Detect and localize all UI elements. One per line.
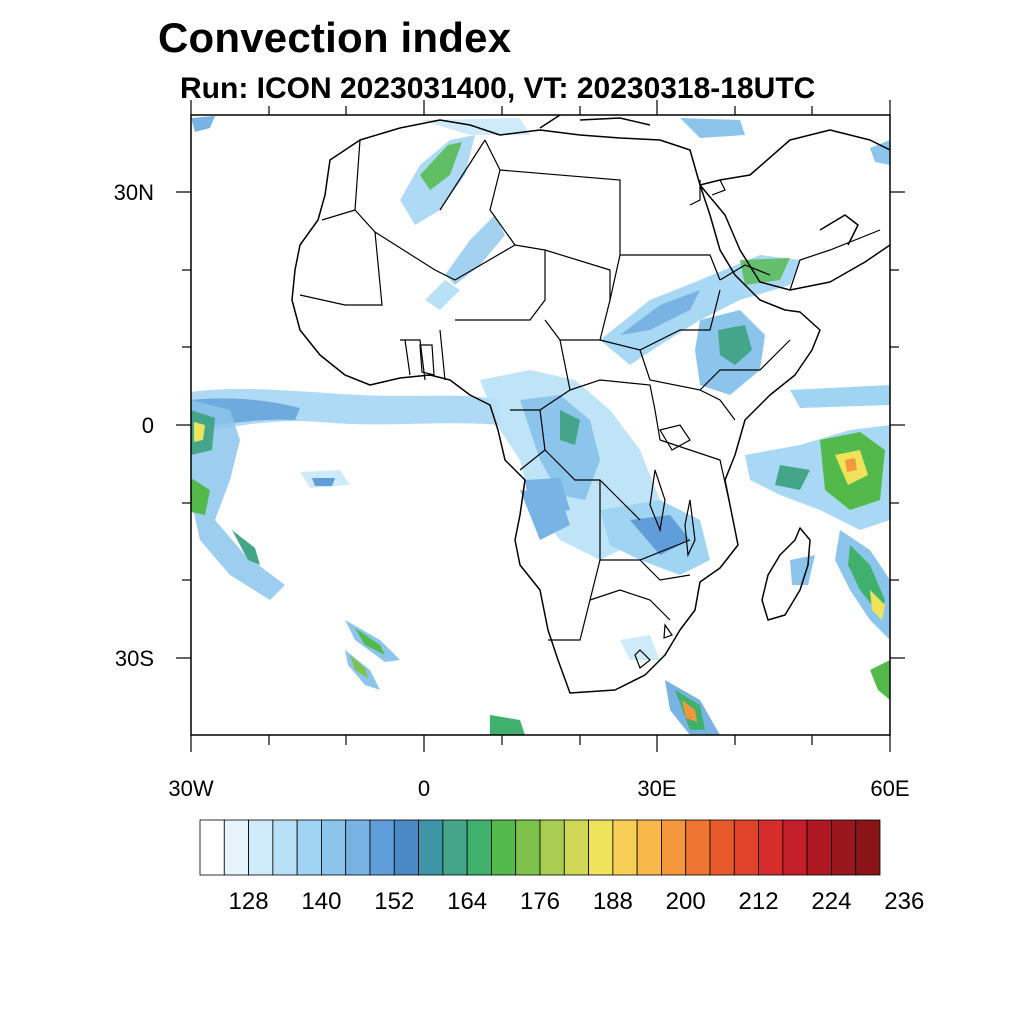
colorbar-swatch: [855, 819, 881, 876]
colorbar-tick-label: 152: [374, 888, 415, 915]
convection-area-west: [191, 400, 285, 600]
lon-label-0: 0: [417, 776, 431, 801]
colorbar-swatch: [685, 819, 711, 876]
colorbar-swatch: [563, 819, 589, 876]
colorbar-swatch: [709, 819, 735, 876]
colorbar-swatch: [661, 819, 687, 876]
colorbar-swatch: [442, 819, 468, 876]
lat-label-0: 0: [141, 413, 154, 438]
colorbar-swatch: [515, 819, 541, 876]
colorbar-swatch: [369, 819, 395, 876]
colorbar-swatch: [806, 819, 832, 876]
colorbar-tick-label: 188: [592, 888, 633, 915]
lon-label-30w: 30W: [168, 776, 214, 801]
colorbar-tick-label: 176: [519, 888, 561, 915]
chart-subtitle: Run: ICON 2023031400, VT: 20230318-18UTC: [180, 72, 816, 105]
colorbar-swatch: [612, 819, 638, 876]
colorbar-swatch: [539, 819, 565, 876]
lat-label-30n: 30N: [113, 180, 154, 205]
lakes: [419, 344, 696, 558]
colorbar-swatch: [418, 819, 444, 876]
colorbar-swatch: [248, 819, 274, 876]
colorbar-tick-label: 140: [301, 888, 342, 915]
colorbar-tick-label: 224: [811, 888, 852, 915]
convection-area-itcz: [191, 388, 500, 432]
axis-ticks: [176, 100, 905, 752]
colorbar-tick-label: 236: [884, 888, 925, 915]
africa-coastline: [291, 119, 821, 694]
colorbar-swatch: [296, 819, 322, 876]
colorbar-swatch: [393, 819, 419, 876]
country-borders: [299, 139, 881, 669]
colorbar-swatch: [588, 819, 614, 876]
lon-label-30e: 30E: [637, 776, 677, 801]
colorbar-swatch: [733, 819, 759, 876]
madagascar-coastline: [761, 527, 811, 621]
colorbar-swatch: [831, 819, 857, 876]
colorbar-swatch: [491, 819, 517, 876]
colorbar-tick-label: 164: [447, 888, 488, 915]
colorbar-swatch: [345, 819, 371, 876]
colorbar: [199, 819, 881, 876]
chart-title: Convection index: [158, 14, 512, 61]
colorbar-swatch: [321, 819, 347, 876]
colorbar-swatch: [223, 819, 249, 876]
lat-label-30s: 30S: [114, 646, 154, 671]
colorbar-swatch: [636, 819, 662, 876]
colorbar-swatch: [758, 819, 784, 876]
colorbar-swatch: [272, 819, 298, 876]
colorbar-swatch: [199, 819, 225, 876]
colorbar-swatch: [466, 819, 492, 876]
colorbar-tick-label: 200: [665, 888, 706, 915]
colorbar-swatch: [782, 819, 808, 876]
colorbar-tick-label: 212: [738, 888, 779, 915]
colorbar-tick-label: 128: [228, 888, 269, 915]
coastlines: [291, 115, 890, 694]
lon-label-60e: 60E: [870, 776, 910, 801]
